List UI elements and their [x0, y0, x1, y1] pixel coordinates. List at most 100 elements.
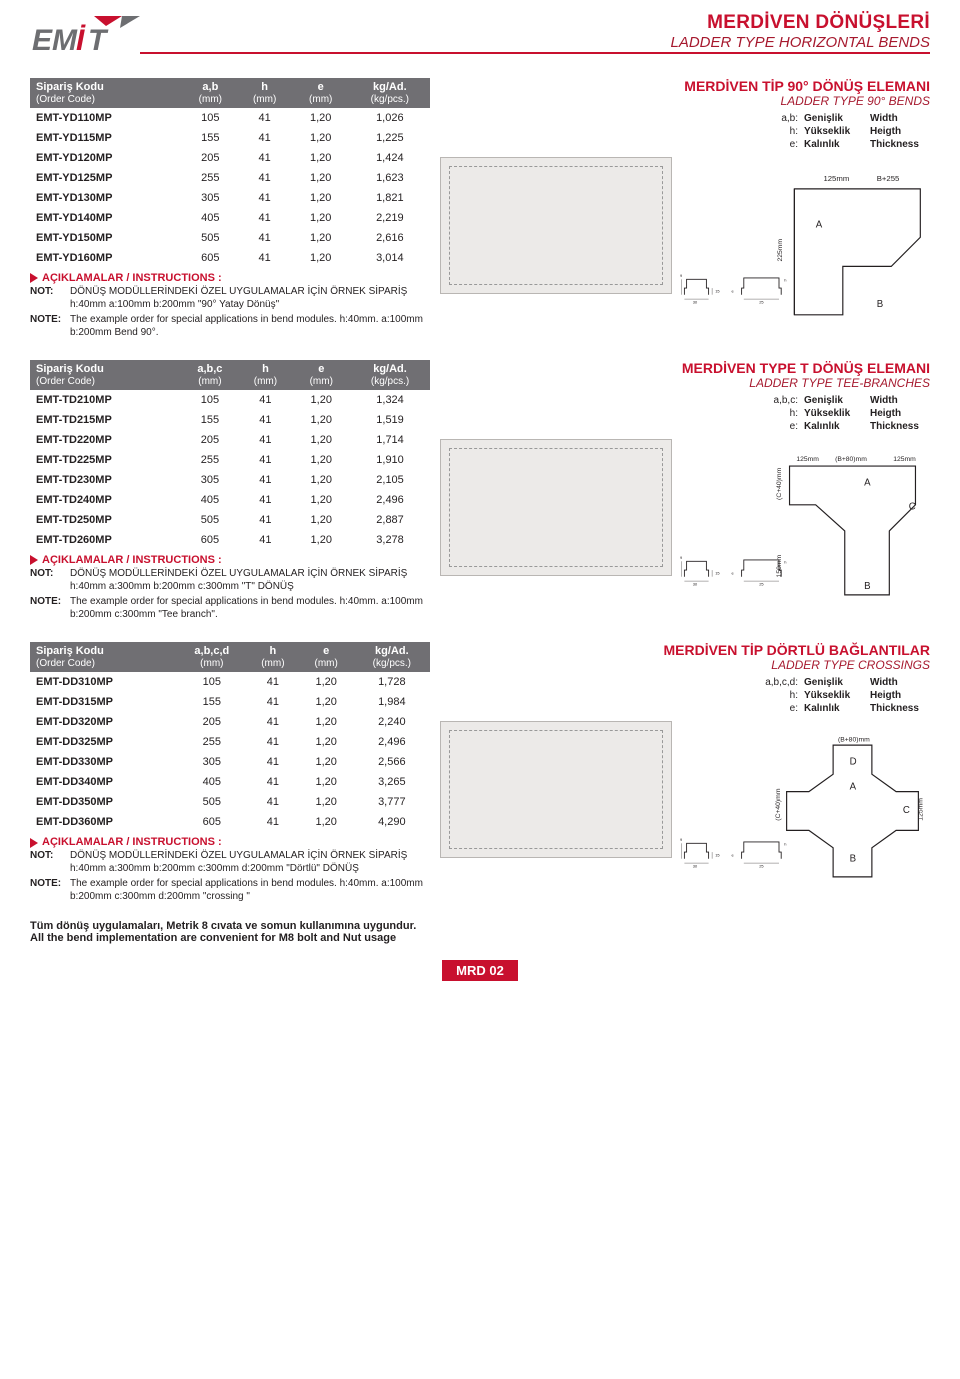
legend-key-dims: a,b,c:: [753, 394, 798, 407]
svg-text:e: e: [731, 289, 734, 294]
iso-drawing: [440, 439, 672, 576]
cell-h: 41: [238, 410, 292, 430]
cell-code: EMT-TD230MP: [30, 470, 181, 490]
cell-h: 41: [238, 490, 292, 510]
table-row: EMT-TD260MP 605 41 1,20 3,278: [30, 530, 430, 550]
profile-dim: 19 15 30 25 e h: [680, 534, 790, 604]
table-row: EMT-DD320MP 205 41 1,20 2,240: [30, 712, 430, 732]
cell-dim: 505: [183, 228, 237, 248]
note-en-row: NOTE: The example order for special appl…: [30, 314, 430, 339]
footer-en: All the bend implementation are convenie…: [30, 932, 930, 944]
cell-h: 41: [237, 108, 291, 128]
cell-e: 1,20: [299, 672, 354, 692]
cell-e: 1,20: [292, 510, 350, 530]
product-title-tr: MERDİVEN TİP DÖRTLÜ BAĞLANTILAR: [440, 642, 930, 658]
cell-kg: 2,616: [350, 228, 430, 248]
instructions-header: AÇIKLAMALAR / INSTRUCTIONS :: [30, 268, 430, 286]
cell-e: 1,20: [299, 692, 354, 712]
cell-e: 1,20: [292, 228, 350, 248]
col-e: e(mm): [292, 78, 350, 108]
svg-text:(B+80)mm: (B+80)mm: [835, 456, 867, 463]
legend-key-e: e:: [753, 420, 798, 433]
legend-height-en: Heigth: [870, 407, 930, 420]
not-label: NOT:: [30, 850, 70, 875]
product-title: MERDİVEN TYPE T DÖNÜŞ ELEMANI LADDER TYP…: [440, 360, 930, 390]
cell-kg: 2,887: [350, 510, 430, 530]
cell-code: EMT-DD310MP: [30, 672, 177, 692]
cell-h: 41: [247, 792, 299, 812]
table-row: EMT-TD240MP 405 41 1,20 2,496: [30, 490, 430, 510]
legend-height-tr: Yükseklik: [804, 407, 864, 420]
table-row: EMT-TD225MP 255 41 1,20 1,910: [30, 450, 430, 470]
cell-e: 1,20: [292, 188, 350, 208]
cell-dim: 405: [183, 208, 237, 228]
col-dim: a,b,c,d(mm): [177, 642, 248, 672]
cell-h: 41: [238, 530, 292, 550]
section-left: Sipariş Kodu(Order Code) a,b,c,d(mm) h(m…: [30, 642, 430, 906]
cell-e: 1,20: [292, 128, 350, 148]
note-label: NOTE:: [30, 314, 70, 339]
cell-dim: 305: [181, 470, 238, 490]
table-row: EMT-YD160MP 605 41 1,20 3,014: [30, 248, 430, 268]
cell-code: EMT-YD120MP: [30, 148, 183, 168]
cell-dim: 105: [181, 390, 238, 410]
legend-key-e: e:: [753, 138, 798, 151]
table-row: EMT-YD130MP 305 41 1,20 1,821: [30, 188, 430, 208]
svg-text:(C+40)mm: (C+40)mm: [776, 468, 783, 501]
note-label: NOTE:: [30, 878, 70, 903]
cell-code: EMT-YD160MP: [30, 248, 183, 268]
cell-code: EMT-TD260MP: [30, 530, 181, 550]
cell-e: 1,20: [292, 410, 350, 430]
cell-code: EMT-TD220MP: [30, 430, 181, 450]
cell-dim: 305: [183, 188, 237, 208]
legend-width-en: Width: [870, 676, 930, 689]
table-row: EMT-DD310MP 105 41 1,20 1,728: [30, 672, 430, 692]
cell-e: 1,20: [299, 732, 354, 752]
svg-text:A: A: [850, 782, 857, 793]
svg-text:30: 30: [693, 300, 698, 305]
instructions-header: AÇIKLAMALAR / INSTRUCTIONS :: [30, 832, 430, 850]
cell-e: 1,20: [299, 712, 354, 732]
table-row: EMT-TD230MP 305 41 1,20 2,105: [30, 470, 430, 490]
cell-kg: 2,496: [350, 490, 430, 510]
section-1: Sipariş Kodu(Order Code) a,b,c(mm) h(mm)…: [0, 342, 960, 624]
page: EM T İ MERDİVEN DÖNÜŞLERİ LADDER TYPE HO…: [0, 0, 960, 1003]
legend-width-en: Width: [870, 112, 930, 125]
section-left: Sipariş Kodu(Order Code) a,b,c(mm) h(mm)…: [30, 360, 430, 624]
cell-h: 41: [247, 772, 299, 792]
spec-table: Sipariş Kodu(Order Code) a,b,c,d(mm) h(m…: [30, 642, 430, 832]
legend-thick-tr: Kalınlık: [804, 702, 864, 715]
cell-h: 41: [247, 712, 299, 732]
note-en-text: The example order for special applicatio…: [70, 314, 430, 339]
cell-kg: 1,910: [350, 450, 430, 470]
legend-thick-tr: Kalınlık: [804, 138, 864, 151]
cell-dim: 105: [177, 672, 248, 692]
col-kg: kg/Ad.(kg/pcs.): [354, 642, 430, 672]
legend-key-dims: a,b,c,d:: [753, 676, 798, 689]
cell-code: EMT-TD250MP: [30, 510, 181, 530]
product-title-tr: MERDİVEN TİP 90° DÖNÜŞ ELEMANI: [440, 78, 930, 94]
col-h: h(mm): [247, 642, 299, 672]
cell-h: 41: [247, 692, 299, 712]
svg-text:C: C: [909, 502, 916, 513]
cell-code: EMT-DD340MP: [30, 772, 177, 792]
section-0: Sipariş Kodu(Order Code) a,b(mm) h(mm) e…: [0, 60, 960, 342]
cell-h: 41: [237, 148, 291, 168]
cell-dim: 155: [177, 692, 248, 712]
not-label: NOT:: [30, 568, 70, 593]
legend-thick-en: Thickness: [870, 420, 930, 433]
svg-text:30: 30: [693, 864, 698, 869]
svg-text:15: 15: [715, 289, 720, 294]
note-en-row: NOTE: The example order for special appl…: [30, 878, 430, 903]
svg-text:25: 25: [759, 300, 764, 305]
cell-kg: 1,225: [350, 128, 430, 148]
legend-width-tr: Genişlik: [804, 676, 864, 689]
cell-h: 41: [247, 672, 299, 692]
cell-h: 41: [237, 228, 291, 248]
cell-h: 41: [247, 752, 299, 772]
table-row: EMT-DD325MP 255 41 1,20 2,496: [30, 732, 430, 752]
svg-text:(C+40)mm: (C+40)mm: [775, 788, 782, 821]
footer-note: Tüm dönüş uygulamaları, Metrik 8 cıvata …: [0, 906, 960, 944]
cell-kg: 1,519: [350, 410, 430, 430]
svg-text:A: A: [816, 220, 823, 231]
